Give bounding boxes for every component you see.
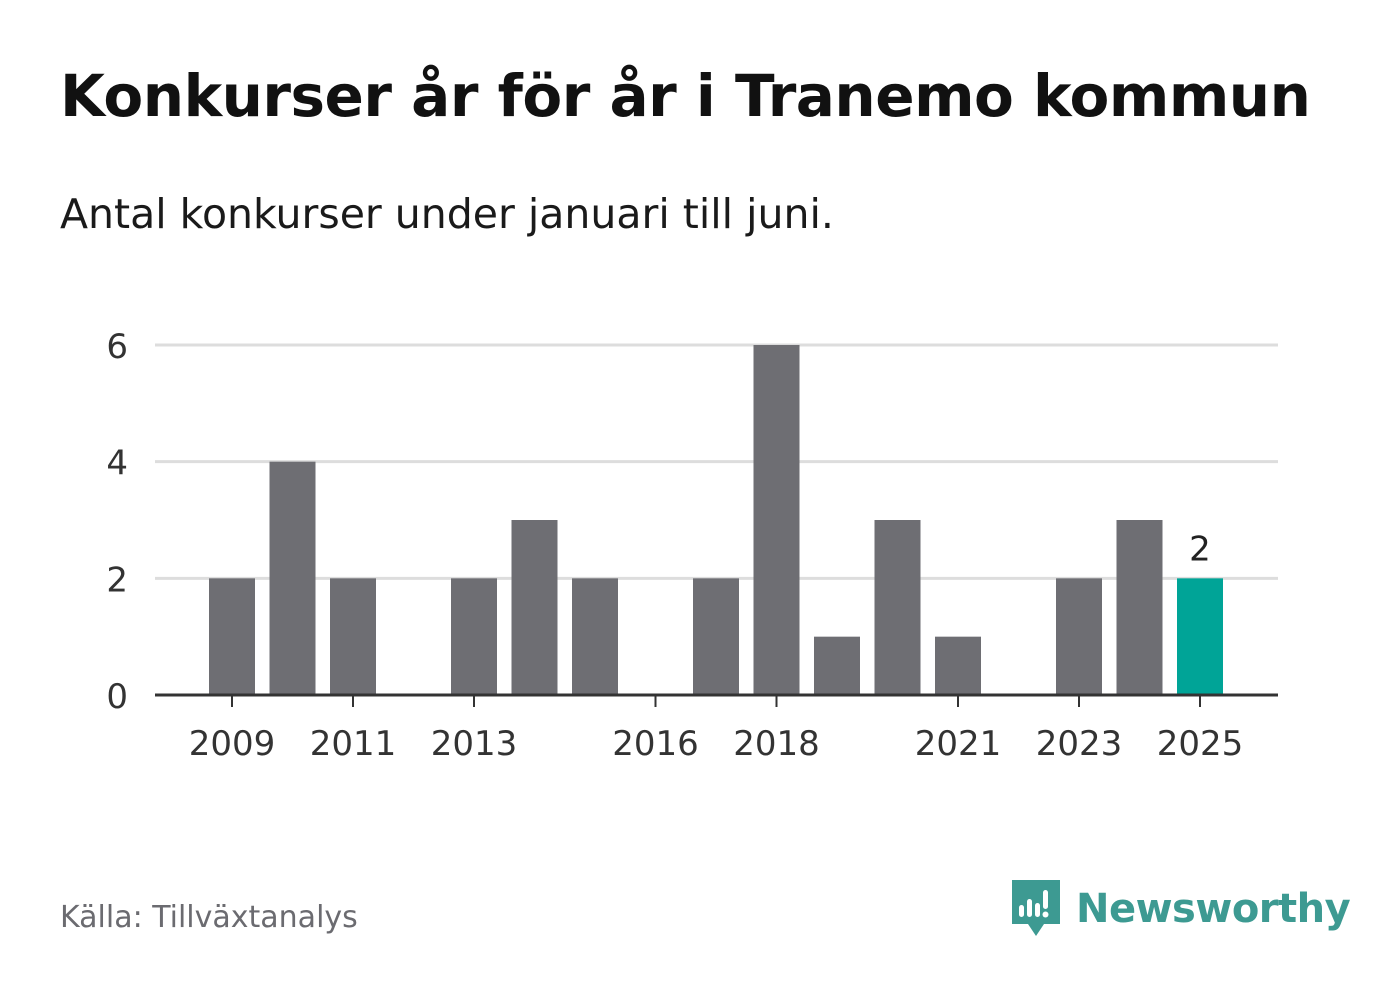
bar-2009 — [209, 578, 255, 695]
data-label-2025: 2 — [1189, 529, 1211, 569]
source-note: Källa: Tillväxtanalys — [60, 900, 358, 935]
brand-name: Newsworthy — [1076, 886, 1351, 932]
axes — [155, 693, 1278, 707]
newsworthy-logo-icon — [1012, 880, 1060, 936]
bar-2011 — [330, 578, 376, 695]
x-tick-label: 2018 — [733, 724, 820, 764]
bar-2018 — [753, 345, 800, 695]
bar-2020 — [874, 520, 921, 695]
brand-logo: Newsworthy — [1010, 878, 1351, 940]
bar-2013 — [451, 578, 497, 695]
x-tick-label: 2023 — [1036, 724, 1123, 764]
bar-2015 — [572, 578, 618, 695]
x-tick-label: 2011 — [310, 724, 397, 764]
bar-2023 — [1056, 578, 1102, 695]
y-tick-label: 0 — [106, 677, 128, 717]
x-tick-label: 2016 — [612, 724, 699, 764]
chart-title: Konkurser år för år i Tranemo kommun — [60, 62, 1311, 130]
x-tick-label: 2009 — [189, 724, 276, 764]
gridlines — [155, 343, 1278, 580]
y-tick-label: 2 — [106, 560, 128, 600]
chart-subtitle: Antal konkurser under januari till juni. — [60, 190, 834, 238]
x-tick-label: 2025 — [1157, 724, 1244, 764]
bar-2025 — [1177, 578, 1223, 695]
y-tick-label: 6 — [106, 327, 128, 367]
x-tick-label: 2021 — [915, 724, 1002, 764]
labels: 0 2 4 6 2 2009 2011 2013 2016 2018 2021 2023 2025 — [106, 327, 1243, 764]
bar-2024 — [1116, 520, 1163, 695]
bar-2014 — [511, 520, 558, 695]
x-tick-label: 2013 — [431, 724, 518, 764]
bars — [209, 345, 1223, 695]
y-tick-label: 4 — [106, 444, 128, 484]
bar-2019 — [814, 636, 860, 695]
bar-2017 — [693, 578, 739, 695]
bar-2010 — [269, 461, 316, 695]
bar-2021 — [935, 636, 981, 695]
